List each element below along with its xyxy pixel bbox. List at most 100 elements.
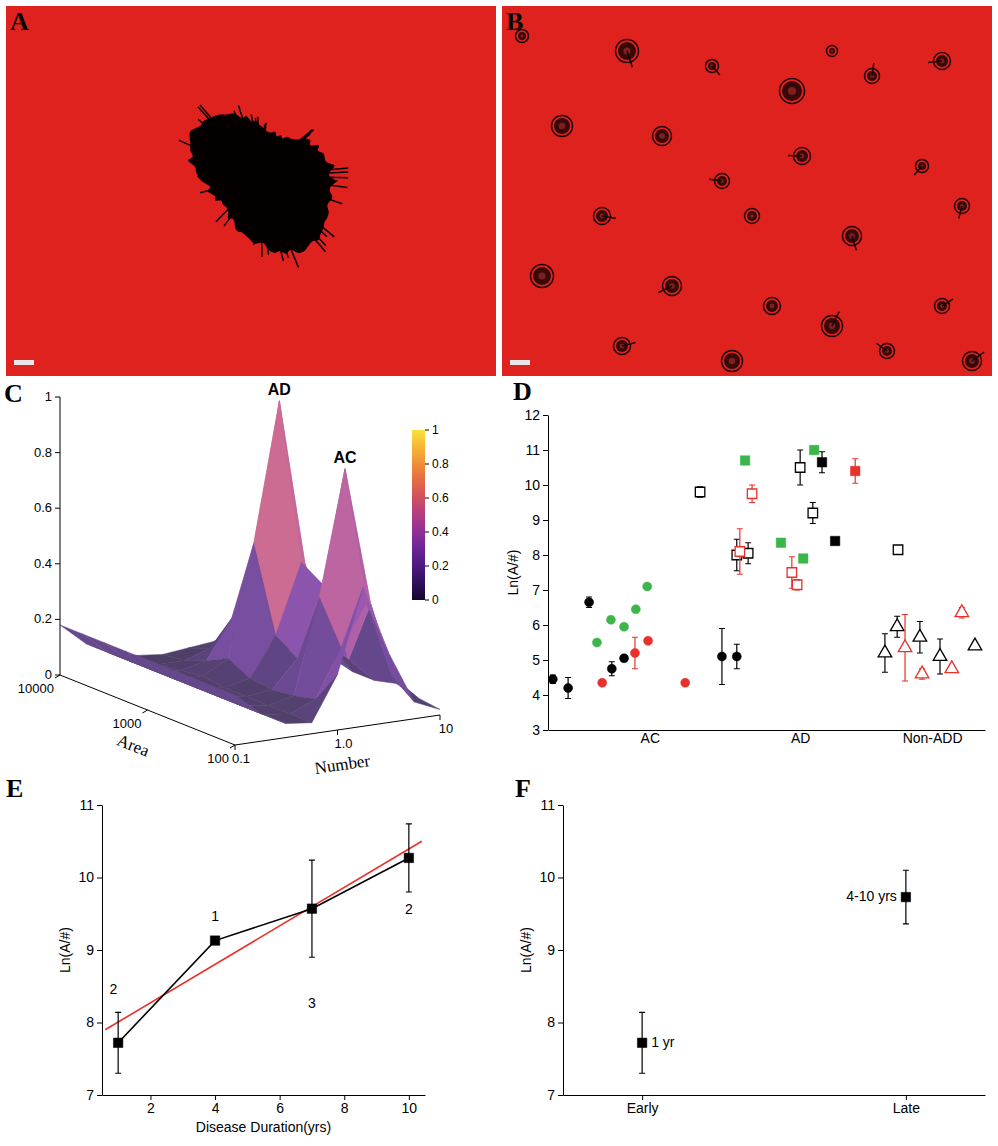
tick-label: 0.2 <box>432 559 449 573</box>
marker <box>307 904 316 913</box>
tick: AD <box>791 730 810 746</box>
tick: 10 <box>524 477 548 493</box>
line <box>105 841 422 1030</box>
annotation: AC <box>333 449 357 466</box>
tick: 5 <box>532 652 548 668</box>
tick-label: 6 <box>532 617 540 633</box>
tick-mark <box>543 695 548 696</box>
plaque-center <box>559 123 565 129</box>
axis: 3456789101112 <box>524 407 548 738</box>
plaque-spike <box>298 130 313 143</box>
marker <box>945 661 959 673</box>
plaque-spike <box>327 171 348 173</box>
tick: 2 <box>147 1095 155 1116</box>
plaque-spike <box>318 224 334 237</box>
tick-mark <box>558 805 563 806</box>
micrograph <box>6 6 496 376</box>
plaque-ring <box>780 79 805 104</box>
plaque-spike <box>328 180 338 182</box>
plaque <box>822 312 843 337</box>
marker <box>893 545 902 554</box>
tick-label: 10000 <box>18 681 54 696</box>
tick-mark <box>230 745 235 748</box>
tick: 12 <box>524 407 548 423</box>
plaque-tail <box>712 66 720 75</box>
plaque <box>616 40 639 68</box>
plaque-tail <box>709 179 722 181</box>
plaque-spike <box>253 235 255 245</box>
annotation: 2 <box>109 981 117 997</box>
marker <box>548 675 557 684</box>
scale-bar <box>14 360 34 365</box>
marker <box>607 664 616 673</box>
marker <box>915 666 929 678</box>
plaque-ring <box>653 127 672 146</box>
tick-mark <box>55 619 60 620</box>
tick: 7 <box>547 1087 563 1103</box>
tick-mark <box>55 675 60 678</box>
panel-letter: F <box>515 774 531 803</box>
marker <box>637 1038 646 1047</box>
tick-label: 1 <box>432 423 439 437</box>
tick: 11 <box>525 442 548 458</box>
marker <box>898 640 912 652</box>
tick: 11 <box>540 797 563 813</box>
plaque-tail <box>928 61 942 63</box>
tick: 8 <box>532 547 548 563</box>
plaque-spike <box>265 123 266 136</box>
plaque <box>764 298 781 315</box>
tick-label: 5 <box>532 652 540 668</box>
plaque-spike <box>326 168 348 170</box>
marker <box>901 892 910 901</box>
figure: AB1001000100000.11.01000.20.40.60.81Area… <box>0 0 998 1146</box>
marker <box>798 554 807 563</box>
marker <box>695 487 704 496</box>
plaque <box>955 199 970 219</box>
plaque-core <box>766 300 778 312</box>
tick-label: 10 <box>402 1100 418 1116</box>
tick: 4 <box>212 1095 220 1116</box>
surface-cell <box>148 660 196 687</box>
plaque-ring <box>764 298 781 315</box>
tick-label: 11 <box>525 442 540 458</box>
plaque-center <box>770 304 775 309</box>
plaque-spike <box>261 239 263 257</box>
plaque-tail <box>959 206 962 219</box>
tick-label: 0.4 <box>432 525 449 539</box>
plaque <box>709 174 729 189</box>
tick-label: 7 <box>86 1087 94 1103</box>
plaque-core <box>533 267 551 285</box>
annotation: 1 <box>211 908 219 924</box>
tick-mark <box>337 730 338 735</box>
panel-letter: C <box>4 379 23 408</box>
tick-mark <box>425 498 429 499</box>
tick-label: 8 <box>532 547 540 563</box>
tick-label: 0.8 <box>432 457 449 471</box>
axis: 7891011 <box>539 797 563 1103</box>
tick-label: 0.4 <box>34 556 52 571</box>
tick: 9 <box>86 942 102 958</box>
plaque-center <box>788 87 796 95</box>
plaque-tail <box>602 216 616 218</box>
marker <box>933 649 947 661</box>
plaque <box>614 338 636 355</box>
plaque-tail <box>832 312 839 326</box>
axis-line <box>60 397 61 675</box>
plaque-spike <box>267 242 268 254</box>
plaque <box>914 160 928 176</box>
axis-title: Ln(A/#) <box>57 927 73 973</box>
image-background <box>502 6 992 376</box>
marker <box>740 456 749 465</box>
tick-label: 7 <box>547 1087 555 1103</box>
axis-line <box>564 1095 986 1096</box>
panel-letter: D <box>513 377 532 406</box>
plaque-spike <box>299 134 310 144</box>
plaque <box>963 352 985 371</box>
plaque-core <box>724 353 740 369</box>
tick: 10 <box>539 869 563 885</box>
plaque-core <box>554 118 570 134</box>
marker <box>606 615 615 624</box>
marker <box>913 629 927 641</box>
marker <box>830 536 839 545</box>
tick: AC <box>641 730 660 746</box>
